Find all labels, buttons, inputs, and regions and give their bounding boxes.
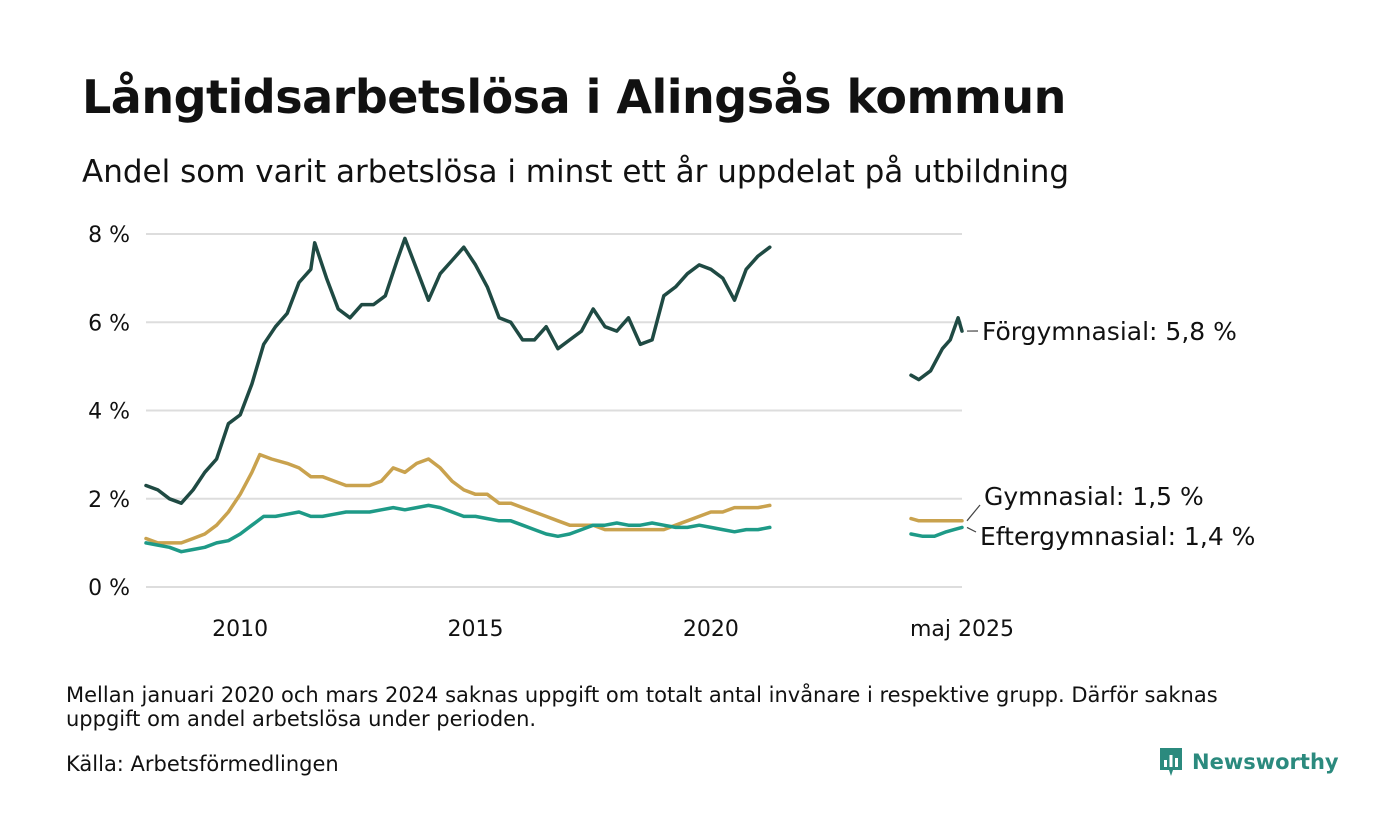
- chart-title: Långtidsarbetslösa i Alingsås kommun: [82, 70, 1066, 124]
- series-line-forgym: [909, 316, 964, 382]
- series-label-forgym: Förgymnasial: 5,8 %: [982, 317, 1237, 346]
- label-leader-line: [966, 526, 977, 533]
- brand-name: Newsworthy: [1192, 750, 1339, 774]
- line-chart: 0 % 2 % 4 % 6 % 8 % 2010 2015 2020 maj 2025 För…: [88, 223, 1255, 642]
- series-lines: [144, 236, 964, 554]
- end-labels: Förgymnasial: 5,8 % Gymnasial: 1,5 % Efter…: [966, 317, 1255, 551]
- y-tick-label: 0 %: [88, 576, 130, 601]
- chart-subtitle: Andel som varit arbetslösa i minst ett å…: [82, 154, 1070, 190]
- series-label-gym: Gymnasial: 1,5 %: [984, 482, 1204, 511]
- source-note: Källa: Arbetsförmedlingen: [66, 752, 339, 776]
- y-tick-label: 2 %: [88, 488, 130, 513]
- y-tick-label: 8 %: [88, 223, 130, 248]
- footnote: Mellan januari 2020 och mars 2024 saknas…: [66, 683, 1218, 731]
- newsworthy-icon: [1160, 748, 1182, 776]
- gridlines: [146, 233, 962, 588]
- y-tick-label: 4 %: [88, 400, 130, 425]
- y-axis-ticks: 0 % 2 % 4 % 6 % 8 %: [88, 223, 130, 601]
- series-line-eftergym: [144, 503, 772, 554]
- series-line-eftergym: [909, 525, 964, 539]
- series-line-gym: [144, 452, 772, 545]
- x-axis-ticks: 2010 2015 2020 maj 2025: [212, 617, 1014, 642]
- label-leader-line: [966, 504, 981, 522]
- series-label-eftergym: Eftergymnasial: 1,4 %: [980, 522, 1255, 551]
- x-tick-label: 2010: [212, 617, 268, 642]
- series-line-gym: [909, 516, 964, 523]
- brand-logo: Newsworthy: [1158, 746, 1339, 778]
- x-tick-label: 2015: [448, 617, 504, 642]
- y-tick-label: 6 %: [88, 311, 130, 336]
- x-tick-label: 2020: [683, 617, 739, 642]
- x-tick-label: maj 2025: [910, 617, 1014, 642]
- series-line-forgym: [144, 236, 772, 505]
